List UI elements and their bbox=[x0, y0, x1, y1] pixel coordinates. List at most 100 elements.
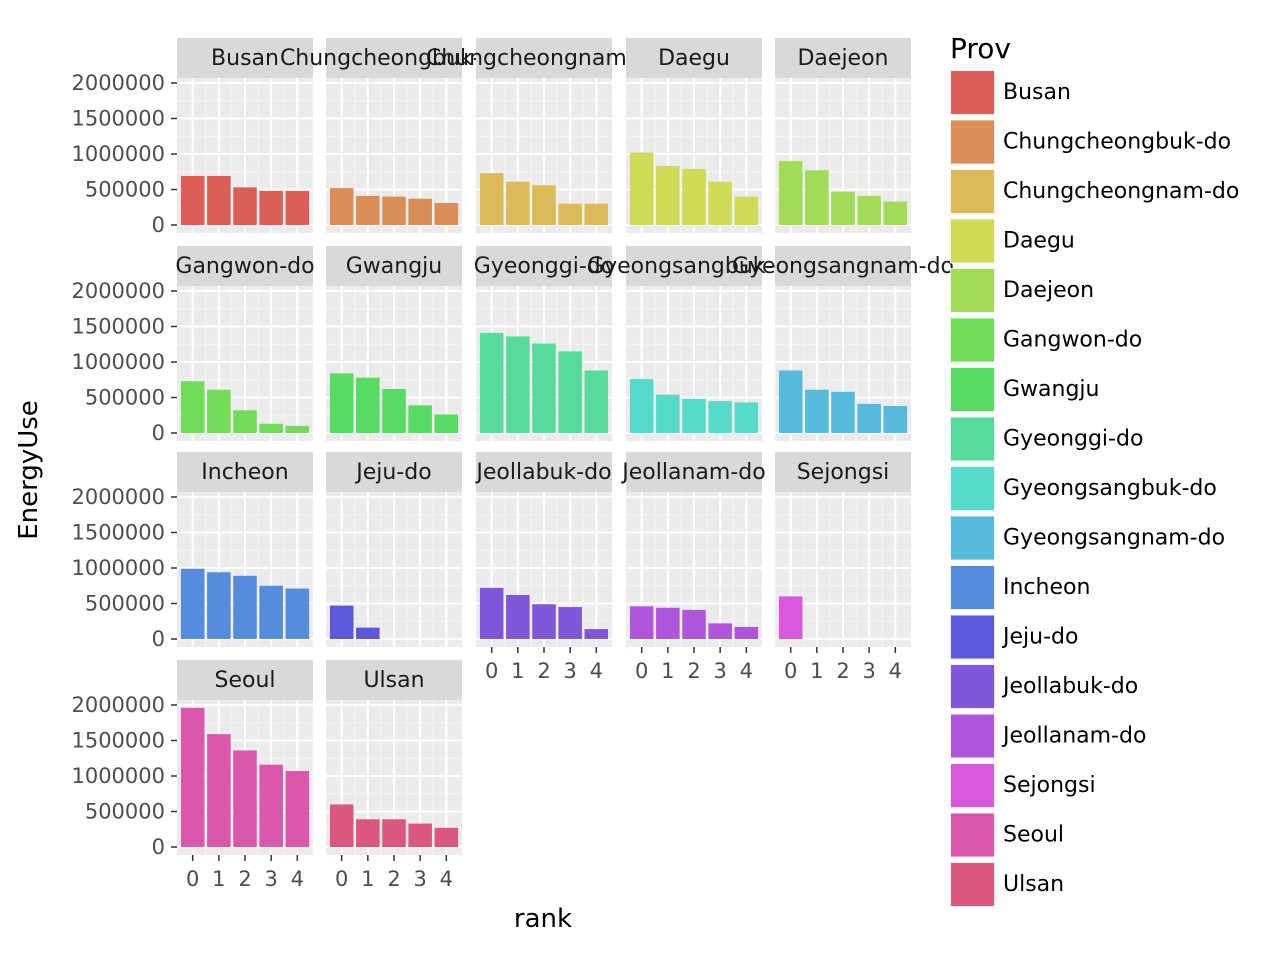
x-tick-label: 2 bbox=[238, 867, 251, 891]
y-tick-label: 1000000 bbox=[71, 764, 165, 788]
legend-title: Prov bbox=[950, 32, 1011, 65]
legend-swatch bbox=[951, 170, 994, 213]
y-tick-label: 1500000 bbox=[71, 315, 165, 339]
facet-panel-incheon: Incheon 0 500000 1000000 1500000 2000000 bbox=[71, 452, 313, 651]
bar-jeju-do-0 bbox=[329, 605, 354, 639]
legend-item-jeollanam-do: Jeollanam-do bbox=[950, 713, 1146, 759]
facet-panel-ulsan: Ulsan 0 1 2 3 4 bbox=[326, 660, 462, 891]
facet-strip bbox=[626, 452, 762, 492]
bar-gyeongsangnam-do-0 bbox=[778, 370, 803, 433]
x-tick-label: 2 bbox=[537, 659, 550, 683]
bar-jeollabuk-do-3 bbox=[558, 607, 582, 639]
bar-ulsan-4 bbox=[434, 827, 459, 847]
legend-label: Daegu bbox=[1003, 229, 1075, 254]
facet-strip bbox=[326, 452, 462, 492]
facet-strip-label: Gangwon-do bbox=[175, 254, 314, 279]
bar-incheon-2 bbox=[233, 575, 257, 639]
bar-jeollanam-do-2 bbox=[682, 609, 706, 639]
legend-item-busan: Busan bbox=[950, 70, 1071, 115]
legend-label: Ulsan bbox=[1003, 872, 1064, 897]
x-tick-label: 3 bbox=[563, 659, 576, 683]
y-tick-label: 1000000 bbox=[71, 556, 165, 580]
facet-strip-label: Gyeonggi-do bbox=[474, 254, 614, 279]
bar-gyeongsangnam-do-3 bbox=[857, 403, 881, 433]
facet-strip-label: Sejongsi bbox=[797, 460, 890, 485]
x-tick-label: 1 bbox=[361, 867, 374, 891]
bar-daegu-0 bbox=[629, 152, 654, 225]
legend-swatch bbox=[951, 813, 994, 857]
facet-panel-gangwon-do: Gangwon-do 0 500000 1000000 1500000 2000000 bbox=[71, 246, 315, 445]
facet-panel-daegu: Daegu bbox=[626, 38, 762, 233]
bar-jeollabuk-do-0 bbox=[479, 587, 504, 639]
y-tick-label: 1500000 bbox=[71, 729, 165, 753]
bar-busan-3 bbox=[259, 190, 283, 225]
facet-panel-gyeongsangbuk-do: Gyeongsangbuk-do bbox=[587, 246, 801, 441]
bar-jeollabuk-do-2 bbox=[532, 604, 556, 639]
x-tick-label: 1 bbox=[661, 659, 674, 683]
facet-strip-label: Incheon bbox=[201, 460, 288, 485]
bar-gyeongsangbuk-do-2 bbox=[682, 398, 706, 433]
legend-swatch bbox=[951, 863, 994, 906]
legend-swatch bbox=[951, 318, 994, 362]
y-tick-label: 1000000 bbox=[71, 350, 165, 374]
x-tick-label: 4 bbox=[590, 659, 603, 683]
legend-item-gyeonggi-do: Gyeonggi-do bbox=[950, 416, 1143, 462]
facet-panel-chungcheongbuk-do: Chungcheongbuk-do bbox=[280, 38, 508, 233]
bar-jeollabuk-do-1 bbox=[506, 594, 530, 639]
facet-panel-chungcheongnam-do: Chungcheongnam-do bbox=[426, 38, 662, 233]
bar-gyeongsangbuk-do-1 bbox=[656, 394, 680, 433]
x-tick-label: 4 bbox=[889, 659, 902, 683]
facet-strip-label: Jeju-do bbox=[354, 460, 431, 485]
legend-label: Jeollabuk-do bbox=[1001, 674, 1138, 699]
bar-chungcheongbuk-do-0 bbox=[329, 188, 354, 225]
x-tick-label: 0 bbox=[635, 659, 648, 683]
bar-daejeon-3 bbox=[857, 195, 881, 225]
bar-jeollanam-do-4 bbox=[734, 626, 759, 639]
legend-swatch bbox=[951, 516, 994, 560]
x-tick-label: 4 bbox=[440, 867, 453, 891]
bar-gyeonggi-do-4 bbox=[584, 370, 609, 433]
legend-item-daegu: Daegu bbox=[950, 218, 1075, 264]
legend-item-chungcheongnam-do: Chungcheongnam-do bbox=[950, 169, 1239, 214]
x-axis-title: rank bbox=[514, 904, 572, 934]
legend-label: Busan bbox=[1003, 80, 1071, 105]
bar-gangwon-do-3 bbox=[259, 423, 283, 433]
bar-incheon-1 bbox=[207, 572, 231, 639]
legend-item-incheon: Incheon bbox=[950, 565, 1090, 610]
legend-label: Daejeon bbox=[1003, 278, 1094, 303]
bar-jeollabuk-do-4 bbox=[584, 629, 609, 639]
bar-chungcheongbuk-do-2 bbox=[382, 196, 406, 225]
bar-seoul-0 bbox=[180, 707, 205, 847]
legend-item-daejeon: Daejeon bbox=[950, 268, 1094, 313]
bar-ulsan-1 bbox=[356, 819, 380, 847]
legend-label: Gyeongsangnam-do bbox=[1003, 526, 1225, 551]
facet-strip-label: Chungcheongbuk-do bbox=[280, 46, 508, 71]
facet-strip bbox=[177, 38, 313, 78]
bar-ulsan-2 bbox=[382, 819, 406, 847]
bar-seoul-4 bbox=[285, 771, 310, 847]
bar-chungcheongbuk-do-4 bbox=[434, 202, 459, 225]
facet-strip bbox=[775, 38, 911, 78]
facet-strip bbox=[775, 246, 911, 286]
legend-swatch bbox=[951, 764, 994, 807]
bar-daejeon-4 bbox=[883, 201, 908, 225]
facet-strip-label: Daejeon bbox=[797, 46, 888, 71]
bar-busan-0 bbox=[180, 176, 205, 225]
facet-strip-label: Jeollanam-do bbox=[620, 460, 765, 485]
bar-chungcheongbuk-do-3 bbox=[408, 198, 432, 225]
bar-jeollanam-do-0 bbox=[629, 606, 654, 639]
x-tick-label: 1 bbox=[511, 659, 524, 683]
facet-strip-label: Gyeongsangbuk-do bbox=[587, 254, 801, 279]
facet-panel-jeollabuk-do: Jeollabuk-do 0 1 2 3 4 bbox=[474, 452, 612, 683]
y-tick-label: 2000000 bbox=[71, 279, 165, 303]
facet-panels: Busan0500000100000015000002000000Chungch… bbox=[71, 38, 954, 891]
legend-item-seoul: Seoul bbox=[950, 812, 1064, 858]
legend-swatch bbox=[951, 566, 994, 609]
facet-strip bbox=[476, 452, 612, 492]
bar-gyeongsangnam-do-4 bbox=[883, 406, 908, 433]
y-tick-label: 0 bbox=[152, 835, 165, 859]
bar-incheon-0 bbox=[180, 568, 205, 639]
bar-gyeonggi-do-1 bbox=[506, 336, 530, 433]
x-tick-label: 2 bbox=[836, 659, 849, 683]
